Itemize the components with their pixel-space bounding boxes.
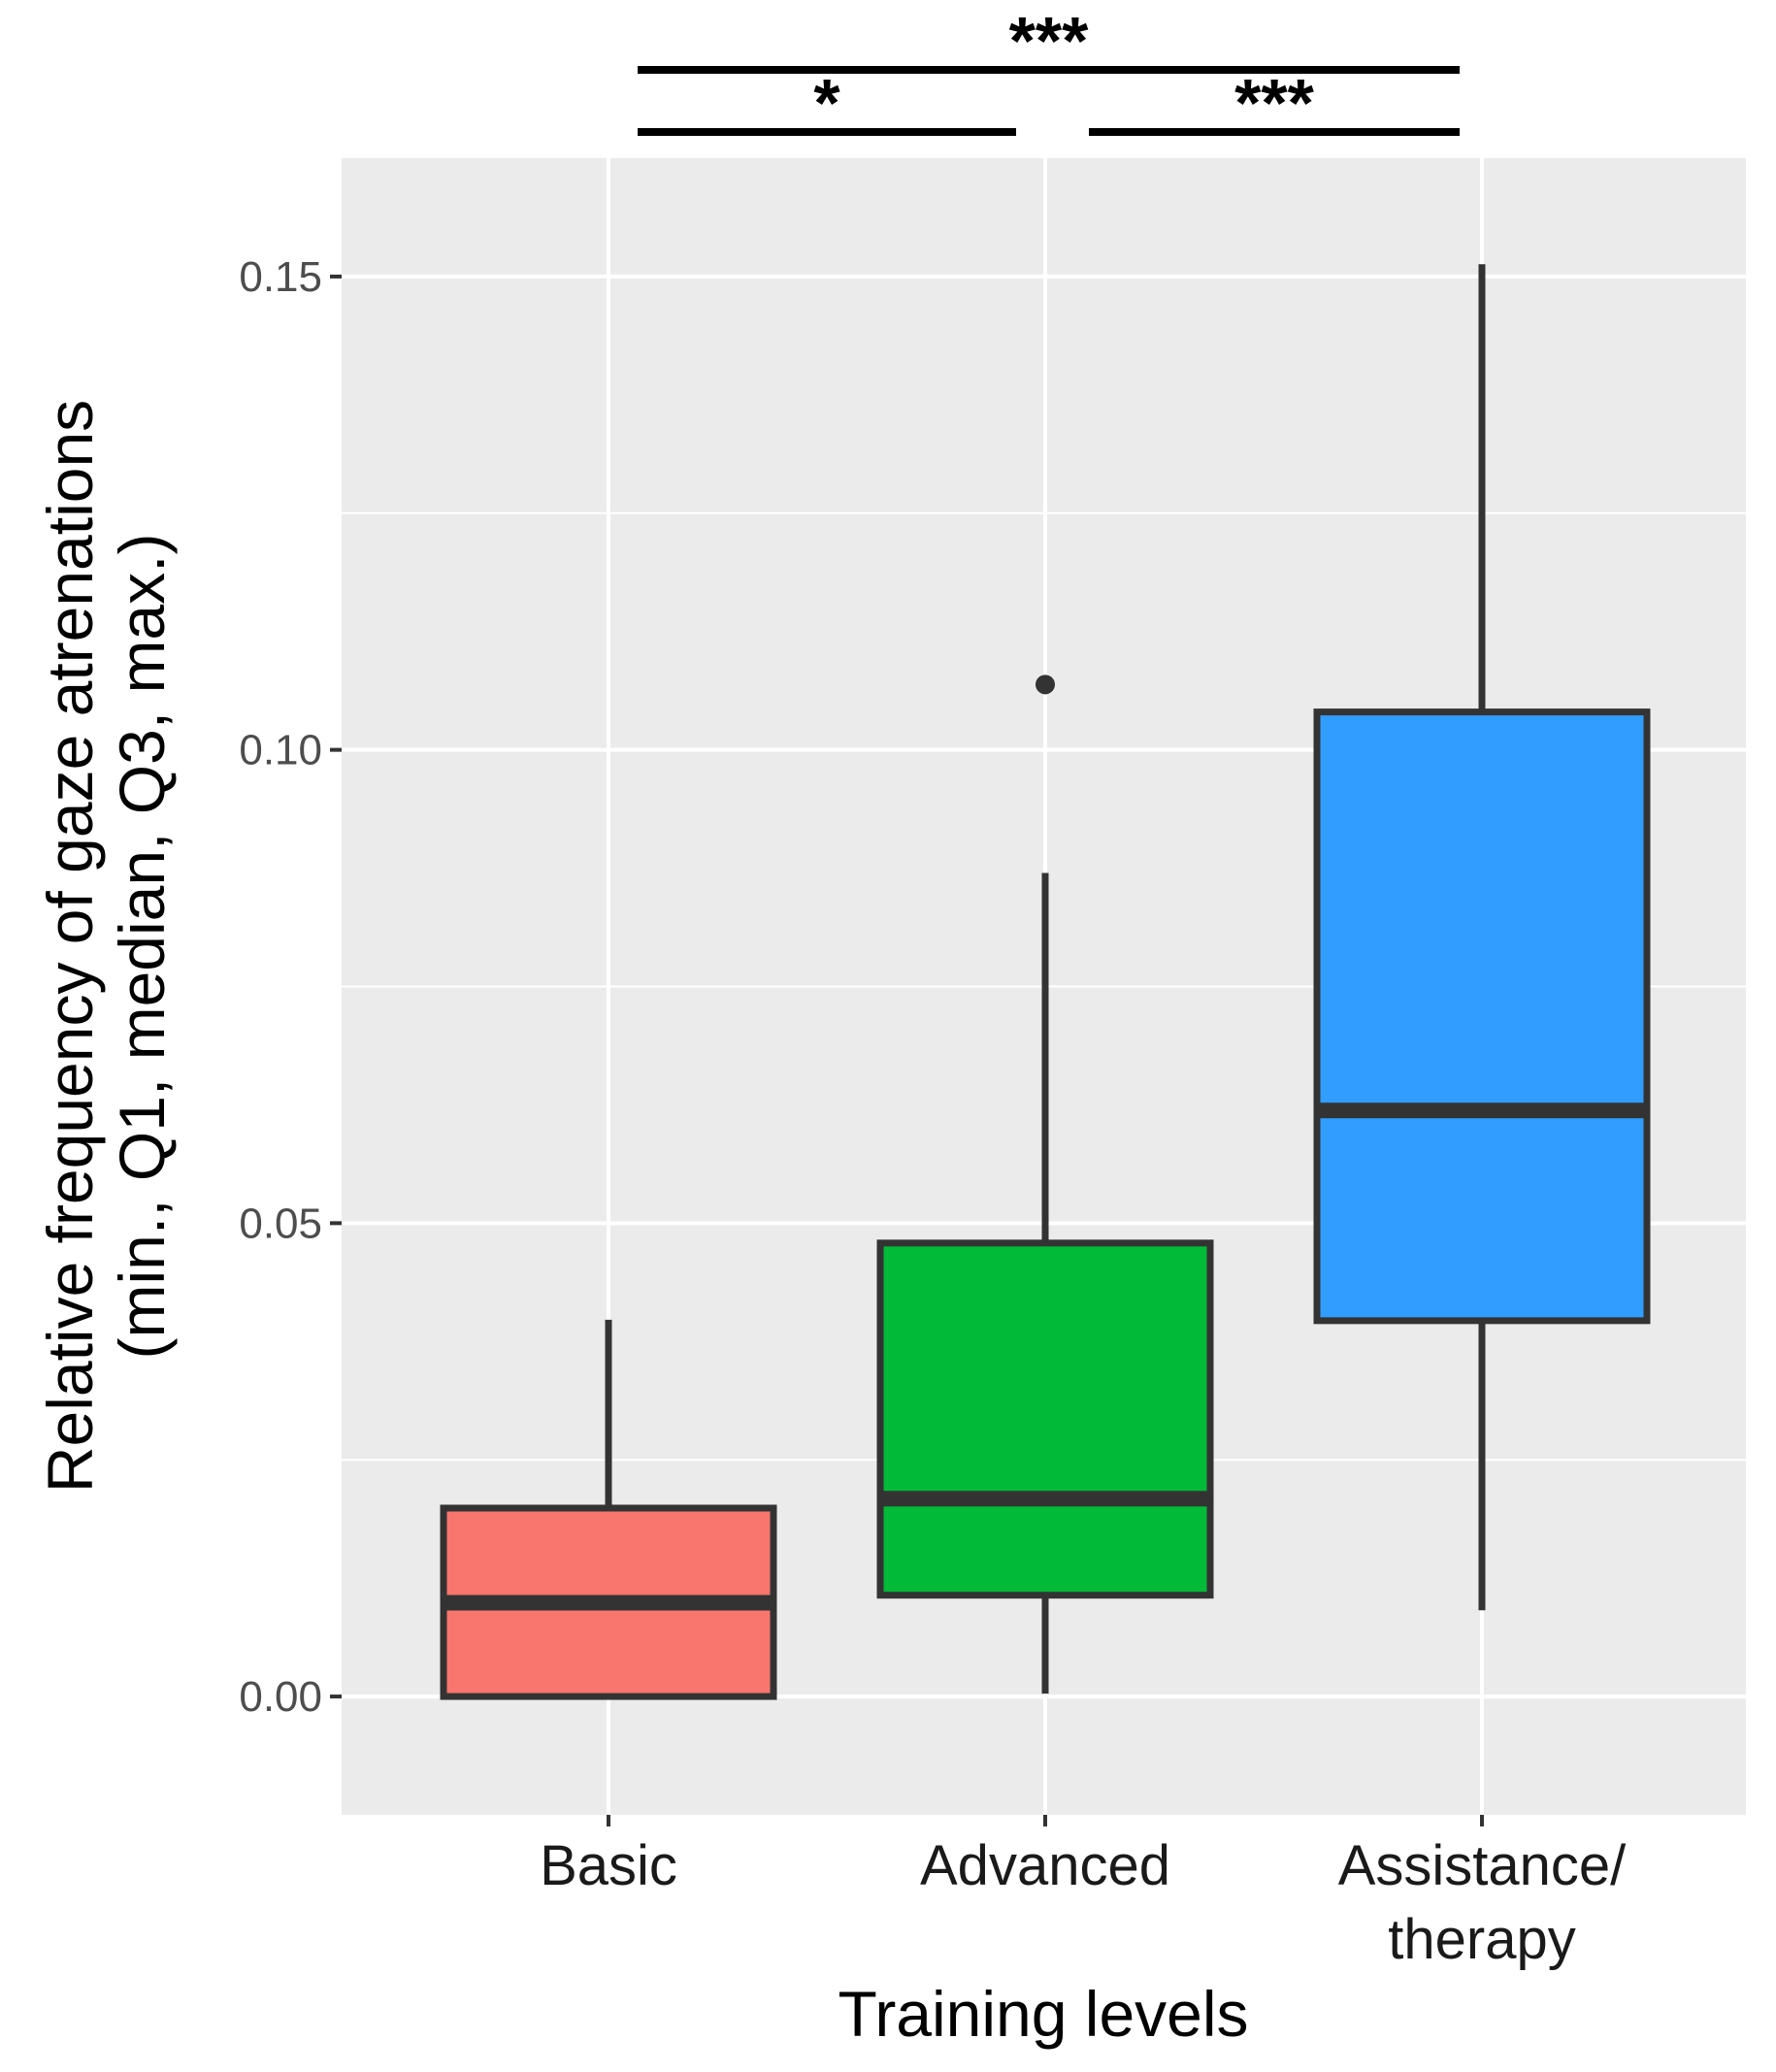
x-axis-ticks: Basic Advanced Assistance/therapy xyxy=(540,1815,1627,1971)
significance-label: *** xyxy=(1009,3,1089,79)
iqr-box xyxy=(1313,708,1651,1325)
y-axis-ticks: 0.00 0.05 0.10 0.15 xyxy=(239,253,342,1721)
x-tick-label: therapy xyxy=(1388,1908,1575,1971)
significance-label: * xyxy=(813,65,840,141)
boxes xyxy=(440,264,1651,1700)
y-axis-title: Relative frequency of gaze atrenations (… xyxy=(34,400,178,1493)
outlier-point xyxy=(1036,674,1055,695)
iqr-box xyxy=(876,1239,1214,1599)
y-axis-title-line-1: Relative frequency of gaze atrenations xyxy=(34,400,106,1493)
x-axis-title: Training levels xyxy=(838,1978,1248,2050)
x-tick-label: Assistance/ xyxy=(1338,1834,1627,1897)
y-tick-label: 0.15 xyxy=(239,253,322,301)
significance-label: *** xyxy=(1234,65,1314,141)
box-basic xyxy=(440,1319,777,1700)
y-axis-title-line-2: (min., Q1, median, Q3, max.) xyxy=(106,534,178,1360)
y-tick-label: 0.05 xyxy=(239,1200,322,1247)
y-tick-label: 0.00 xyxy=(239,1673,322,1721)
x-tick-label: Basic xyxy=(540,1834,677,1897)
y-tick-label: 0.10 xyxy=(239,727,322,774)
box-advanced xyxy=(876,674,1214,1694)
x-tick-label: Advanced xyxy=(920,1834,1170,1897)
box-assistance-therapy xyxy=(1313,264,1651,1611)
significance-brackets: **** *** xyxy=(638,3,1460,141)
